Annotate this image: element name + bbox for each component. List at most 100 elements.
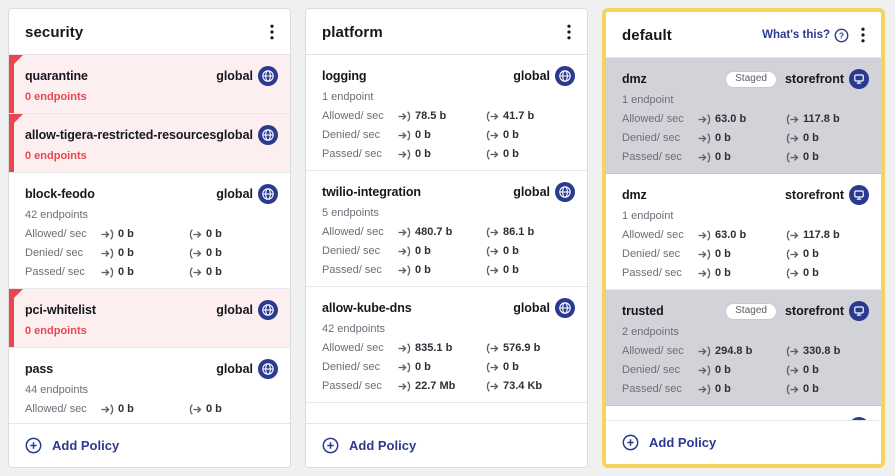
ingress-icon xyxy=(398,110,411,122)
policy-card[interactable]: dmz Staged storefront 1 endpoint Allowed/ se… xyxy=(606,58,881,174)
column-header: platform xyxy=(306,9,587,55)
egress-icon xyxy=(486,264,499,276)
add-policy-button[interactable]: Add Policy xyxy=(606,420,881,464)
tier-title: default xyxy=(622,26,672,44)
stat-value-out: 117.8 b xyxy=(803,229,840,241)
stat-label-allowed: Allowed/ sec xyxy=(322,226,384,238)
stat-value-out: 41.7 b xyxy=(503,110,535,122)
policy-card[interactable]: pass global 44 endpoints Allowed/ sec 0 b 0 b… xyxy=(9,348,290,423)
stat-egress: 0 b xyxy=(486,264,575,276)
stat-label-allowed: Allowed/ sec xyxy=(622,113,684,125)
policy-card-title-row: block-feodo global xyxy=(25,184,278,204)
ingress-icon xyxy=(398,129,411,141)
policy-card[interactable]: allow-tigera-restricted-resources global 0… xyxy=(9,114,290,173)
stat-value-in: 480.7 b xyxy=(415,226,453,238)
tier-title: security xyxy=(25,23,84,41)
stat-egress: 330.8 b xyxy=(786,345,869,357)
policy-card[interactable]: allow-kube-dns global 42 endpoints Allowed/… xyxy=(306,287,587,403)
stat-ingress: 22.7 Mb xyxy=(398,380,486,392)
policy-card[interactable]: trusted Staged storefront 2 endpoints Allowe… xyxy=(606,290,881,406)
egress-icon xyxy=(786,345,799,357)
ingress-icon xyxy=(101,247,114,259)
policy-name: allow-kube-dns xyxy=(322,301,412,315)
ingress-icon xyxy=(698,113,711,125)
policy-card-title-row: trusted Staged storefront xyxy=(622,301,869,321)
stat-value-in: 835.1 b xyxy=(415,342,453,354)
egress-icon xyxy=(486,226,499,238)
storefront-icon xyxy=(849,417,869,420)
stat-egress: 0 b xyxy=(486,129,575,141)
ingress-icon xyxy=(698,267,711,279)
stat-label-passed: Passed/ sec xyxy=(322,264,382,276)
stat-ingress: 0 b xyxy=(101,247,189,259)
policy-card-title-row: quarantine global xyxy=(25,66,278,86)
stat-value-in: 0 b xyxy=(415,129,431,141)
policy-card[interactable]: pci-whitelist global 0 endpoints xyxy=(9,289,290,348)
ingress-icon xyxy=(698,151,711,163)
endpoints-count: 42 endpoints xyxy=(322,323,385,335)
policy-card[interactable]: quarantine global 0 endpoints xyxy=(9,55,290,114)
ingress-icon xyxy=(398,245,411,257)
stat-value-in: 0 b xyxy=(715,267,731,279)
policy-card[interactable]: twilio-integration global 5 endpoints Allow… xyxy=(306,171,587,287)
stat-value-in: 0 b xyxy=(415,264,431,276)
add-policy-button[interactable]: Add Policy xyxy=(306,423,587,467)
policy-card-title-row: logging global xyxy=(322,66,575,86)
stat-value-in: 0 b xyxy=(415,245,431,257)
egress-icon xyxy=(786,229,799,241)
ingress-icon xyxy=(398,148,411,160)
stat-ingress: 835.1 b xyxy=(398,342,486,354)
stat-value-in: 0 b xyxy=(415,361,431,373)
stat-value-in: 0 b xyxy=(118,422,134,423)
policy-card[interactable]: trustedstorefront xyxy=(606,406,881,420)
stat-label-passed: Passed/ sec xyxy=(622,151,682,163)
egress-icon xyxy=(189,228,202,240)
stat-egress: 86.1 b xyxy=(486,226,575,238)
egress-icon xyxy=(486,148,499,160)
stat-value-in: 0 b xyxy=(715,248,731,260)
storefront-icon xyxy=(849,185,869,205)
stat-egress: 0 b xyxy=(189,247,278,259)
stat-label-passed: Passed/ sec xyxy=(622,383,682,395)
stat-ingress: 0 b xyxy=(101,228,189,240)
stat-value-in: 0 b xyxy=(118,403,134,415)
staged-badge: Staged xyxy=(725,70,777,88)
stat-egress: 0 b xyxy=(786,151,869,163)
stat-value-in: 63.0 b xyxy=(715,229,747,241)
stat-egress: 0 b xyxy=(786,267,869,279)
egress-icon xyxy=(486,342,499,354)
stat-label-allowed: Allowed/ sec xyxy=(25,228,87,240)
stat-ingress: 0 b xyxy=(698,132,786,144)
stat-ingress: 78.5 b xyxy=(398,110,486,122)
stat-label-passed: Passed/ sec xyxy=(622,267,682,279)
policy-card[interactable]: dmz storefront 1 endpoint Allowed/ sec 63.0 … xyxy=(606,174,881,290)
policy-card-title-row: pass global xyxy=(25,359,278,379)
kebab-menu-icon[interactable] xyxy=(268,22,276,42)
kebab-menu-icon[interactable] xyxy=(859,25,867,45)
endpoints-count: 1 endpoint xyxy=(622,94,674,106)
stat-value-out: 117.8 b xyxy=(803,113,840,125)
add-policy-button[interactable]: Add Policy xyxy=(9,423,290,467)
stat-ingress: 0 b xyxy=(398,361,486,373)
plus-circle-icon xyxy=(25,437,42,454)
policy-card[interactable]: block-feodo global 42 endpoints Allowed/ se… xyxy=(9,173,290,289)
policy-card-title-row: allow-tigera-restricted-resources global xyxy=(25,125,278,145)
storefront-icon xyxy=(849,69,869,89)
stat-value-in: 0 b xyxy=(715,383,731,395)
stat-ingress: 0 b xyxy=(101,422,189,423)
egress-icon xyxy=(486,380,499,392)
globe-icon xyxy=(258,300,278,320)
whats-this-link[interactable]: What's this? ? xyxy=(762,28,849,43)
egress-icon xyxy=(189,247,202,259)
stat-egress: 0 b xyxy=(786,383,869,395)
plus-circle-icon xyxy=(622,434,639,451)
stat-value-out: 0 b xyxy=(803,248,819,260)
policy-name: logging xyxy=(322,69,367,83)
policy-name: dmz xyxy=(622,72,647,86)
egress-icon xyxy=(786,151,799,163)
policy-card[interactable]: logging global 1 endpoint Allowed/ sec 78.5 … xyxy=(306,55,587,171)
globe-icon xyxy=(258,184,278,204)
stat-value-out: 0 b xyxy=(503,361,519,373)
kebab-menu-icon[interactable] xyxy=(565,22,573,42)
